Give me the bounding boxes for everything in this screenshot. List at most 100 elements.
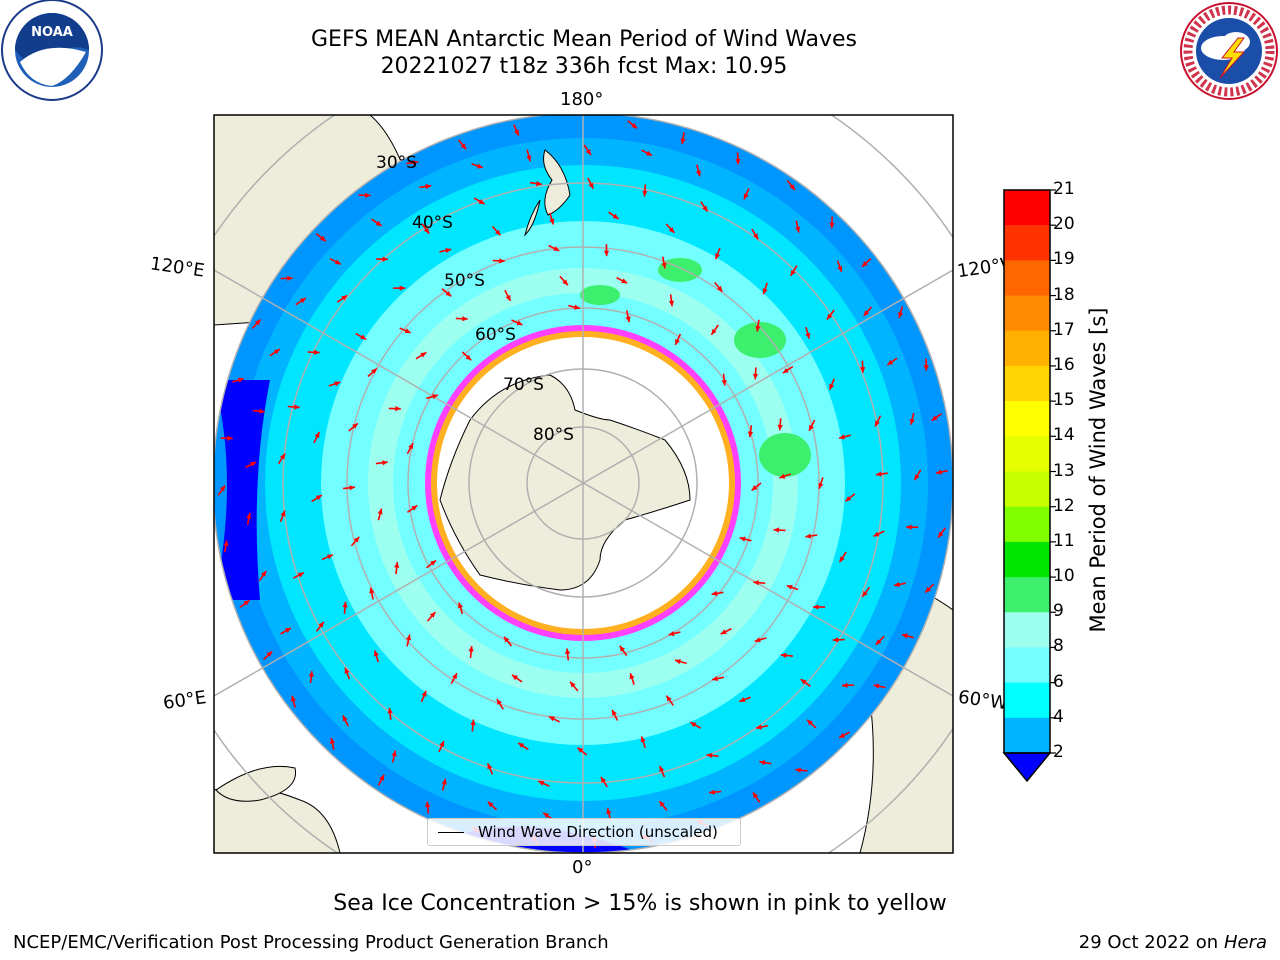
map-frame xyxy=(213,114,954,854)
colorbar-band xyxy=(1004,506,1050,543)
colorbar-band xyxy=(1004,225,1050,261)
wave-direction-arrowhead xyxy=(246,512,252,519)
map-legend: Wind Wave Direction (unscaled) xyxy=(427,818,741,846)
wave-direction-arrowhead xyxy=(223,540,229,547)
wave-direction-arrowhead xyxy=(445,290,452,297)
wave-direction-arrowhead xyxy=(395,406,401,412)
wave-direction-arrowhead xyxy=(406,634,412,641)
wave-direction-arrowhead xyxy=(273,349,280,355)
wave-direction-arrowhead xyxy=(432,394,438,400)
wave-direction-arrowhead xyxy=(860,367,866,373)
wave-direction-arrowhead xyxy=(659,765,665,772)
wave-direction-arrowhead xyxy=(695,170,701,177)
wave-direction-arrowhead xyxy=(227,435,233,441)
wave-direction-arrowhead xyxy=(574,304,580,310)
wave-direction-arrowhead xyxy=(795,226,801,233)
colorbar-band xyxy=(1004,647,1050,684)
wave-direction-arrowhead xyxy=(562,279,568,286)
wave-direction-arrowhead xyxy=(439,740,445,747)
wave-direction-arrowhead xyxy=(739,697,746,702)
colorbar-tick-label: 9 xyxy=(1053,601,1064,622)
wave-direction-arrowhead xyxy=(829,383,835,390)
wave-direction-arrowhead xyxy=(334,259,341,265)
wave-direction-arrowhead xyxy=(675,659,681,665)
wave-direction-arrowhead xyxy=(462,316,468,322)
wave-direction-arrowhead xyxy=(512,674,518,681)
colorbar-tick-label: 20 xyxy=(1053,214,1075,235)
wave-direction-arrowhead xyxy=(923,365,929,371)
wave-direction-arrowhead xyxy=(753,792,759,799)
colorbar-tick-label: 19 xyxy=(1053,249,1075,270)
wave-direction-arrowhead xyxy=(342,601,348,608)
lon-label-0: 0° xyxy=(572,857,593,878)
lat-label-80s: 80°S xyxy=(533,425,574,445)
lat-label-40s: 40°S xyxy=(412,213,453,233)
wave-direction-arrowhead xyxy=(906,524,912,530)
wave-direction-arrowhead xyxy=(518,742,525,748)
wave-direction-arrowhead xyxy=(394,562,400,568)
wave-direction-arrowhead xyxy=(600,776,606,783)
wave-direction-arrowhead xyxy=(421,690,427,697)
title-line-2: 20221027 t18z 336h fcst Max: 10.95 xyxy=(380,54,788,79)
wave-direction-arrowhead xyxy=(762,288,768,295)
wave-direction-arrowhead xyxy=(914,474,920,481)
wave-direction-arrowhead xyxy=(299,298,306,304)
wave-direction-arrowhead xyxy=(377,508,383,515)
wave-direction-arrowhead xyxy=(818,482,824,489)
wave-direction-arrowhead xyxy=(280,510,286,517)
wave-direction-arrowhead xyxy=(790,269,796,276)
lat-label-50s: 50°S xyxy=(444,271,485,291)
wave-direction-arrowhead xyxy=(902,633,908,639)
wave-direction-arrowhead xyxy=(371,368,377,374)
wave-direction-arrowhead xyxy=(349,485,355,491)
wave-direction-arrowhead xyxy=(625,316,631,323)
wave-direction-arrowhead xyxy=(219,485,226,492)
wave-direction-arrowhead xyxy=(577,747,584,753)
wave-direction-arrowhead xyxy=(612,213,619,219)
wave-direction-arrowhead xyxy=(709,789,715,795)
wave-direction-arrowhead xyxy=(315,495,322,501)
wave-direction-arrowhead xyxy=(925,586,931,593)
wave-direction-arrowhead xyxy=(813,604,819,610)
wave-direction-arrowhead xyxy=(314,432,320,438)
colorbar-band xyxy=(1004,401,1050,437)
wave-direction-arrowhead xyxy=(379,774,385,781)
wave-direction-arrowhead xyxy=(382,460,388,466)
wave-direction-arrowhead xyxy=(743,193,749,200)
wave-direction-arrowhead xyxy=(365,192,371,198)
wave-direction-arrowhead xyxy=(839,733,845,738)
colorbar-tick-label: 12 xyxy=(1053,495,1075,516)
colorbar-band xyxy=(1004,330,1050,367)
wave-direction-arrowhead xyxy=(875,420,880,427)
wave-direction-arrowhead xyxy=(739,536,746,542)
wave-direction-arrowhead xyxy=(504,636,510,643)
wave-direction-arrowhead xyxy=(259,408,265,414)
wave-direction-arrowhead xyxy=(470,719,476,726)
wave-direction-arrowhead xyxy=(352,423,358,429)
wave-direction-arrowhead xyxy=(287,275,293,281)
wave-direction-arrowhead xyxy=(862,590,868,597)
wave-direction-arrowhead xyxy=(496,699,502,705)
legend-line-swatch xyxy=(438,832,464,833)
wave-direction-arrowhead xyxy=(759,760,766,766)
wave-direction-arrowhead xyxy=(619,645,625,652)
credit-text: NCEP/EMC/Verification Post Processing Pr… xyxy=(13,932,609,953)
wave-direction-arrowhead xyxy=(711,590,718,596)
colorbar-label: Mean Period of Wind Waves [s] xyxy=(1086,307,1110,633)
wave-direction-arrowhead xyxy=(279,453,285,460)
wave-direction-arrowhead xyxy=(429,612,436,618)
noaa-logo: NOAA xyxy=(1,0,103,101)
lat-label-30s: 30°S xyxy=(376,153,417,173)
wave-direction-arrowhead xyxy=(706,752,713,759)
wave-direction-arrowhead xyxy=(445,248,452,254)
wave-direction-arrowhead xyxy=(873,531,880,537)
wave-direction-arrowhead xyxy=(909,418,915,425)
wave-direction-arrowhead xyxy=(755,325,761,332)
wave-direction-arrowhead xyxy=(712,676,718,682)
wave-direction-arrowhead xyxy=(487,801,494,808)
wave-direction-arrowhead xyxy=(862,261,868,267)
sea-ice-note: Sea Ice Concentration > 15% is shown in … xyxy=(333,891,947,916)
wave-direction-arrowhead xyxy=(826,313,833,320)
wave-direction-arrowhead xyxy=(666,695,672,702)
wave-direction-arrowhead xyxy=(756,724,762,730)
